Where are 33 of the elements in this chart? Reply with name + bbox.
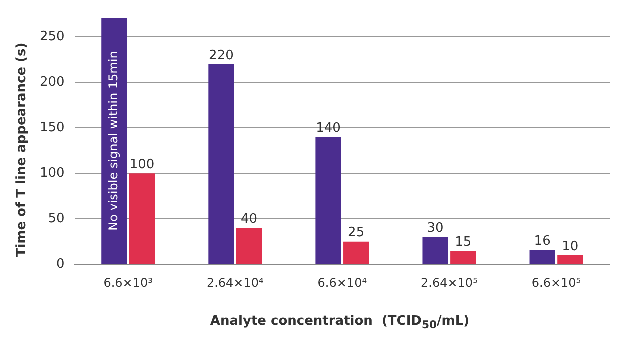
annotation: No visible signal within 15min <box>106 51 121 231</box>
y-tick-label: 100 <box>40 166 65 181</box>
data-label: 40 <box>241 212 258 228</box>
bar <box>344 242 370 264</box>
bar <box>530 250 556 264</box>
x-tick-label: 6.6×10⁵ <box>532 276 582 290</box>
bar <box>316 137 342 264</box>
bar <box>129 174 156 264</box>
data-label: 100 <box>130 157 155 172</box>
bar <box>558 256 584 264</box>
bar <box>236 228 262 264</box>
data-label: 15 <box>455 234 472 250</box>
y-tick-label: 0 <box>56 256 65 272</box>
x-tick-label: 2.64×10⁵ <box>421 276 478 290</box>
data-label: 30 <box>427 221 444 236</box>
bar <box>208 64 234 264</box>
x-axis-title: Analyte concentration (TCID$_{50}$/mL) <box>209 314 471 332</box>
y-tick-label: 250 <box>40 29 65 44</box>
y-tick-label: 50 <box>48 211 65 226</box>
data-label: 140 <box>316 121 341 136</box>
y-tick-label: 200 <box>40 74 65 90</box>
y-axis-title: Time of T line appearance (s) <box>14 42 30 258</box>
y-tick-label: 150 <box>40 120 65 136</box>
bar <box>450 250 476 264</box>
x-tick-label: 6.6×10³ <box>104 276 154 290</box>
data-label: 220 <box>209 48 234 64</box>
bar <box>422 237 448 264</box>
x-tick-label: 6.6×10⁴ <box>318 276 368 290</box>
data-label: 25 <box>348 226 365 241</box>
data-label: 16 <box>534 234 551 249</box>
data-label: 10 <box>562 239 579 254</box>
bar <box>102 18 128 264</box>
x-tick-label: 2.64×10⁴ <box>206 276 264 290</box>
